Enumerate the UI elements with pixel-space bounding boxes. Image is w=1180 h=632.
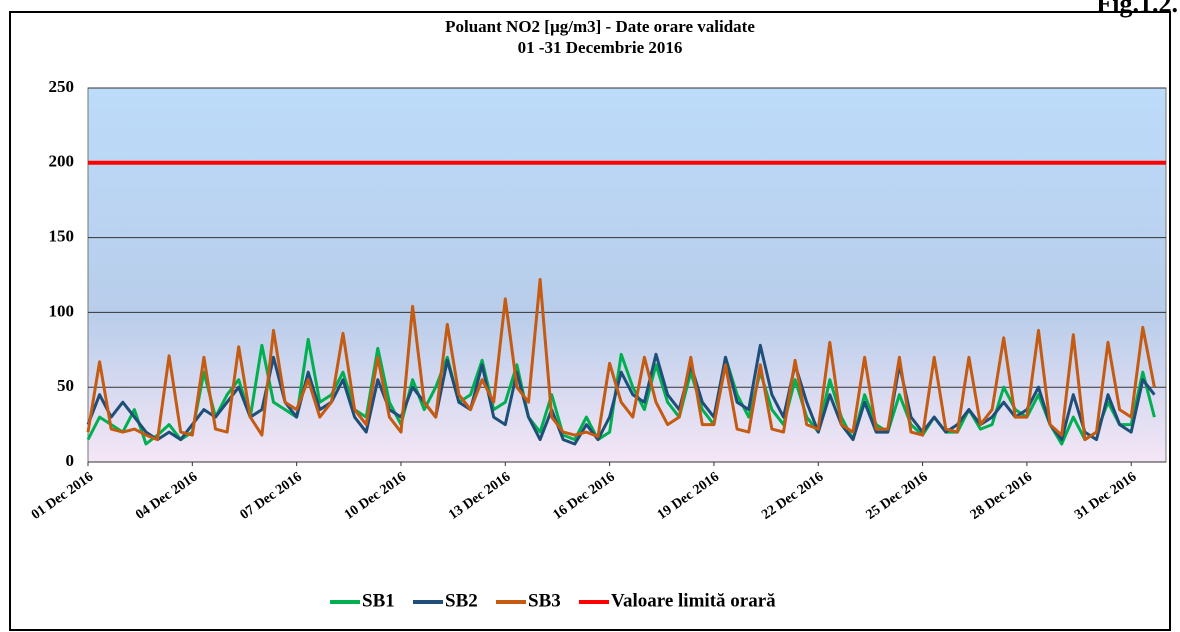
plot-area bbox=[87, 87, 1167, 463]
series-line bbox=[86, 278, 1156, 442]
legend-label: SB1 bbox=[362, 590, 395, 611]
y-tick-label: 150 bbox=[49, 227, 75, 246]
y-tick-label: 250 bbox=[49, 77, 75, 96]
chart-subtitle: 01 -31 Decembrie 2016 bbox=[518, 38, 683, 57]
y-tick-label: 100 bbox=[49, 301, 75, 320]
series-line bbox=[86, 337, 1156, 446]
legend-label: SB2 bbox=[445, 590, 478, 611]
legend-label: SB3 bbox=[528, 590, 561, 611]
y-tick-label: 50 bbox=[57, 376, 74, 395]
y-tick-label: 0 bbox=[66, 451, 75, 470]
figure-label: Fig.1.2. bbox=[1096, 0, 1178, 18]
chart-title: Poluant NO2 [µg/m3] - Date orare validat… bbox=[445, 17, 755, 36]
legend-label: Valoare limită orară bbox=[611, 590, 776, 611]
y-tick-label: 200 bbox=[49, 152, 75, 171]
